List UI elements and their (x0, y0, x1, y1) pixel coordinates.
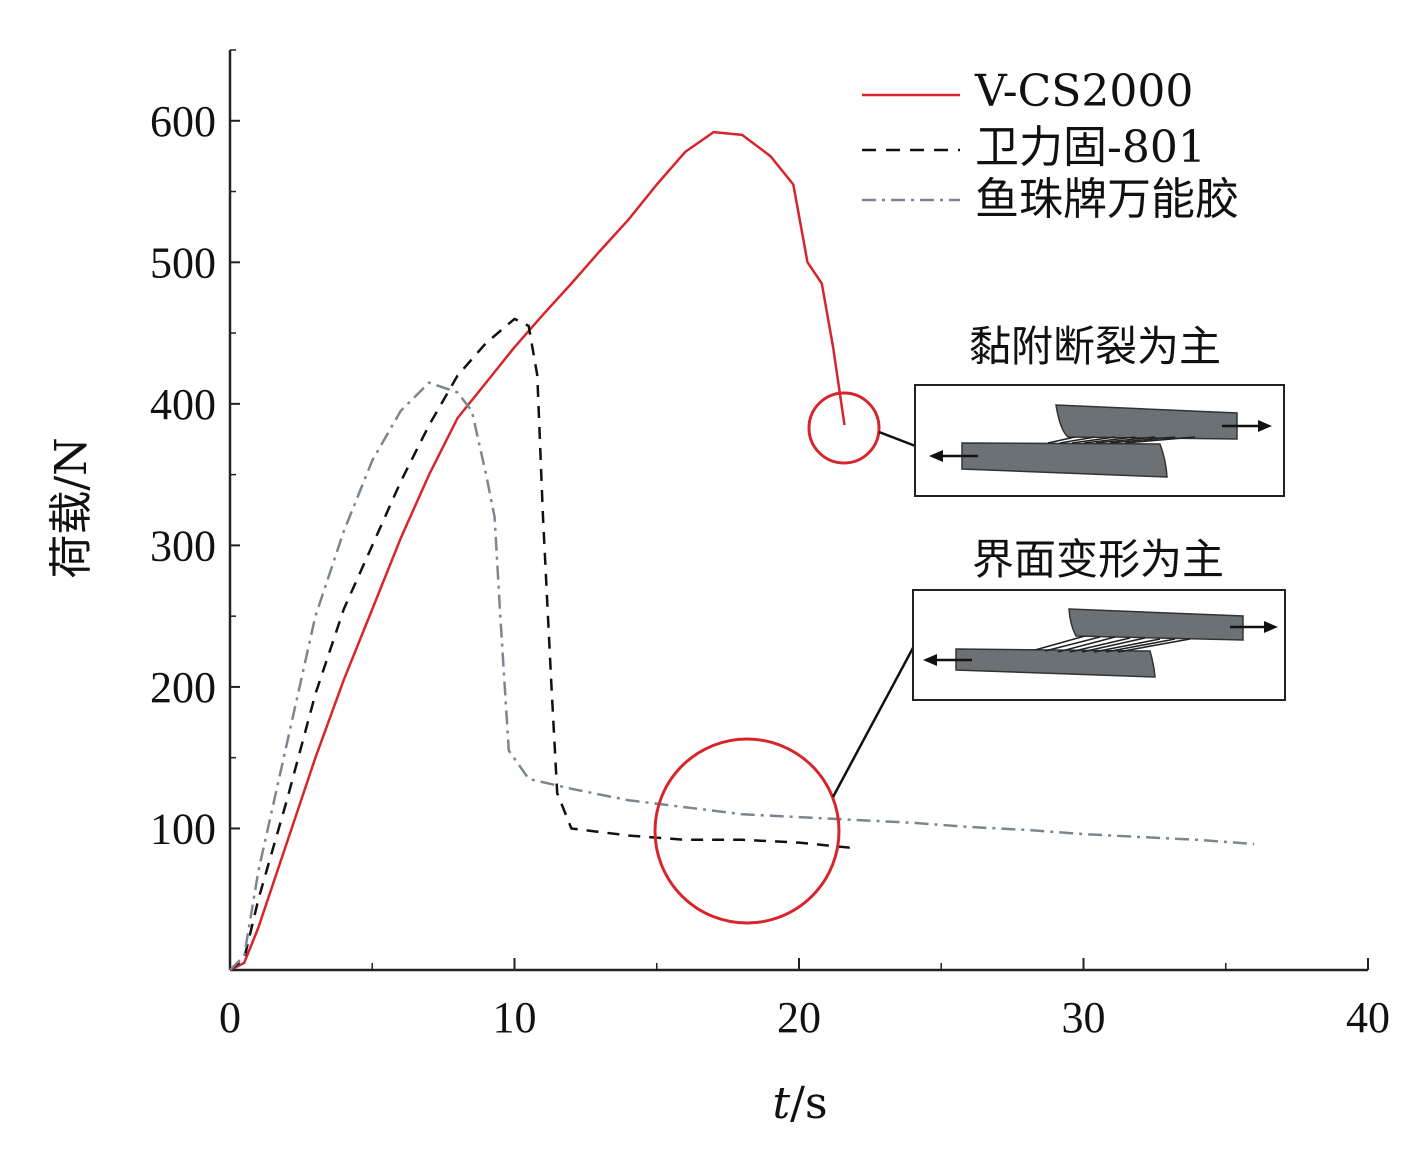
y-tick-label: 200 (150, 663, 216, 712)
x-tick-label: 30 (1062, 993, 1106, 1042)
arrow-right-icon-2 (1230, 621, 1278, 633)
arrow-right-icon (1222, 420, 1272, 432)
lower-adherend-bar (961, 442, 1168, 478)
lower-adherend-bar-2 (955, 648, 1156, 678)
x-tick-label: 40 (1346, 993, 1390, 1042)
series-line-2 (229, 381, 1255, 971)
annotation-label-interface-deformation: 界面变形为主 (972, 535, 1224, 584)
axes: 100 200 300 400 500 600 0 10 20 30 40 (150, 49, 1390, 1042)
y-tick-label: 400 (150, 380, 216, 429)
x-axis-title: t/s (772, 1078, 827, 1129)
legend-label-weiligu: 卫力固-801 (975, 122, 1206, 173)
legend-label-v-cs2000: V-CS2000 (974, 66, 1193, 117)
legend-item-v-cs2000: V-CS2000 (862, 66, 1193, 117)
y-tick-label: 300 (150, 521, 216, 570)
x-tick-label: 0 (219, 993, 241, 1042)
leader-line-bottom (831, 645, 916, 798)
arrow-left-icon-2 (923, 654, 972, 666)
y-tick-label: 600 (150, 97, 216, 146)
upper-adherend-bar-2 (1068, 608, 1244, 641)
legend-item-weiligu: 卫力固-801 (862, 122, 1206, 173)
y-ticks: 100 200 300 400 500 600 (150, 49, 240, 853)
y-axis-title: 荷载/N (46, 437, 97, 578)
series-line-1 (229, 317, 857, 971)
y-tick-label: 100 (150, 804, 216, 853)
series-layer (229, 130, 1255, 972)
series-line-0 (229, 130, 846, 972)
highlight-circle-deformation (653, 737, 841, 925)
adhesive-threads-top (1047, 436, 1196, 444)
x-tick-label: 20 (777, 993, 821, 1042)
highlight-circle-failure (807, 391, 881, 465)
arrow-left-icon (929, 450, 978, 462)
x-axis-title-var: t (772, 1078, 790, 1129)
legend-item-yuzhu: 鱼珠牌万能胶 (862, 174, 1239, 225)
leader-line-top (878, 430, 919, 449)
y-tick-label: 500 (150, 238, 216, 287)
x-axis-title-unit: /s (790, 1078, 827, 1129)
annotation-label-adhesive-failure: 黏附断裂为主 (969, 322, 1221, 371)
x-ticks: 0 10 20 30 40 (219, 958, 1390, 1042)
adhesive-threads-bottom (1034, 635, 1191, 653)
legend-label-yuzhu: 鱼珠牌万能胶 (975, 174, 1239, 225)
x-tick-label: 10 (493, 993, 537, 1042)
inset-interface-deformation (912, 589, 1286, 701)
inset-adhesive-failure (914, 384, 1285, 497)
legend: V-CS2000 卫力固-801 鱼珠牌万能胶 (862, 66, 1239, 225)
upper-adherend-bar (1055, 404, 1238, 440)
